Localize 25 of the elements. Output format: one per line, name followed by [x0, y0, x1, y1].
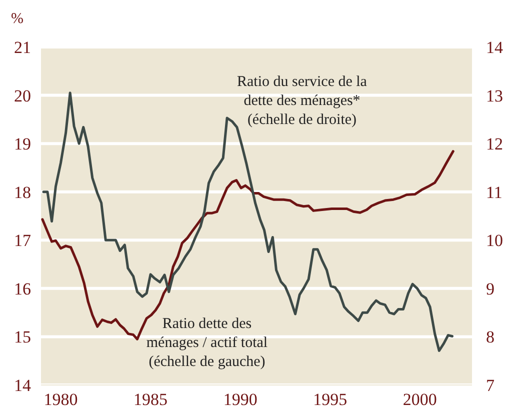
- line-series: [42, 92, 454, 352]
- y-tick-label: 21: [14, 38, 31, 58]
- x-tick-label: 2000: [402, 390, 437, 410]
- y-tick-label: 20: [14, 86, 31, 106]
- y2-tick-label: 14: [486, 38, 504, 58]
- x-tick-label: 1985: [134, 390, 168, 410]
- y2-tick-label: 10: [486, 231, 503, 250]
- y-tick-label: 19: [14, 134, 31, 154]
- y2-tick-label: 13: [486, 86, 503, 106]
- y-tick-label: 18: [14, 182, 31, 202]
- series-label: Ratio dette des ménages / actif total (échelle de gauche): [146, 316, 268, 370]
- series-label: Ratio du service de la dette des ménages* (échelle de droite): [237, 74, 368, 128]
- y-tick-label: 17: [14, 231, 32, 250]
- x-tick-label: 1995: [313, 390, 348, 410]
- y-axis-title: %: [11, 11, 24, 27]
- y-tick-label: 15: [14, 328, 31, 347]
- y2-tick-label: 12: [486, 134, 503, 154]
- y2-tick-label: 7: [486, 376, 495, 396]
- y2-tick-label: 8: [486, 328, 494, 347]
- y2-tick-label: 11: [486, 182, 502, 202]
- y-tick-label: 14: [14, 376, 32, 396]
- x-tick-label: 1990: [223, 390, 258, 410]
- y-tick-label: 16: [14, 279, 31, 298]
- x-tick-label: 1980: [44, 390, 78, 410]
- y2-tick-label: 9: [486, 279, 494, 298]
